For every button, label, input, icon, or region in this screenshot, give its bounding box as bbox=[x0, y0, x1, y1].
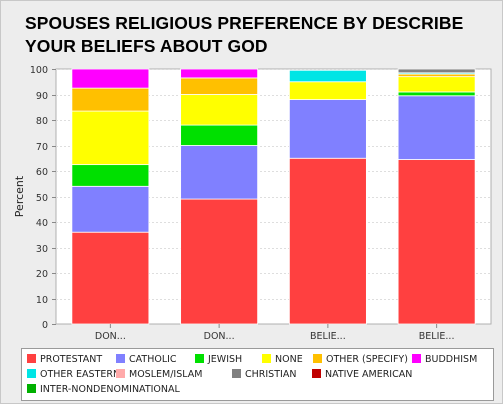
legend-swatch bbox=[313, 354, 322, 363]
legend-item: JEWISH bbox=[195, 353, 242, 367]
legend-swatch bbox=[116, 354, 125, 363]
bar-segment bbox=[71, 110, 150, 166]
legend-item: CATHOLIC bbox=[116, 353, 177, 367]
y-tick-label: 40 bbox=[36, 218, 48, 229]
legend-item: NONE bbox=[262, 353, 303, 367]
bar-segment bbox=[288, 99, 367, 159]
legend-item: NATIVE AMERICAN bbox=[312, 368, 412, 382]
x-tick-label: DON... bbox=[204, 331, 235, 342]
bar-segment bbox=[180, 198, 259, 325]
bar-segment bbox=[71, 231, 150, 325]
y-tick-label: 70 bbox=[36, 142, 48, 153]
bar-segment bbox=[180, 94, 259, 126]
bar-segment bbox=[288, 81, 367, 101]
legend-label: BUDDHISM bbox=[425, 354, 478, 365]
legend-swatch bbox=[262, 354, 271, 363]
legend-swatch bbox=[27, 384, 36, 393]
y-tick-label: 20 bbox=[36, 269, 48, 280]
bar-segment bbox=[288, 157, 367, 325]
legend-item: INTER-NONDENOMINATIONAL bbox=[27, 383, 180, 397]
legend-label: NONE bbox=[275, 354, 303, 365]
y-tick-label: 80 bbox=[36, 116, 48, 127]
bar-segment bbox=[180, 77, 259, 95]
bar-segment bbox=[71, 87, 150, 112]
y-tick-label: 50 bbox=[36, 193, 48, 204]
legend-label: OTHER EASTERN bbox=[40, 369, 121, 380]
legend-swatch bbox=[27, 369, 36, 378]
y-axis-label: Percent bbox=[13, 175, 26, 217]
y-tick-label: 100 bbox=[30, 65, 48, 76]
bar-segment bbox=[288, 69, 367, 83]
legend-label: INTER-NONDENOMINATIONAL bbox=[40, 384, 180, 395]
legend-swatch bbox=[27, 354, 36, 363]
chart-legend: PROTESTANT CATHOLIC JEWISH NONE OTHER (SPECI… bbox=[21, 348, 494, 401]
legend-item: PROTESTANT bbox=[27, 353, 102, 367]
legend-swatch bbox=[412, 354, 421, 363]
legend-label: JEWISH bbox=[208, 354, 243, 365]
bar-segment bbox=[71, 185, 150, 233]
legend-label: NATIVE AMERICAN bbox=[325, 369, 413, 380]
legend-label: MOSLEM/ISLAM bbox=[129, 369, 203, 380]
x-tick-label: BELIE... bbox=[310, 331, 346, 342]
bar-segment bbox=[397, 95, 476, 160]
legend-label: CHRISTIAN bbox=[245, 369, 297, 380]
y-tick-label: 10 bbox=[36, 295, 48, 306]
y-tick-label: 0 bbox=[42, 320, 48, 331]
y-tick-label: 90 bbox=[36, 91, 48, 102]
legend-label: OTHER (SPECIFY) bbox=[326, 354, 408, 365]
bar-segment bbox=[397, 76, 476, 93]
legend-item: CHRISTIAN bbox=[232, 368, 296, 382]
legend-swatch bbox=[116, 369, 125, 378]
bar-segment bbox=[397, 68, 476, 74]
chart-title: SPOUSES RELIGIOUS PREFERENCE BY DESCRIBE… bbox=[25, 13, 464, 56]
y-tick-label: 60 bbox=[36, 167, 48, 178]
legend-item: BUDDHISM bbox=[412, 353, 477, 367]
bar-segment bbox=[71, 68, 150, 89]
legend-swatch bbox=[195, 354, 204, 363]
bar-segment bbox=[180, 145, 259, 200]
bar-segment bbox=[180, 124, 259, 146]
legend-swatch bbox=[232, 369, 241, 378]
legend-item: OTHER (SPECIFY) bbox=[313, 353, 408, 367]
x-tick-label: BELIE... bbox=[419, 331, 455, 342]
bar-segment bbox=[180, 68, 259, 79]
x-tick-label: DON... bbox=[95, 331, 126, 342]
legend-label: CATHOLIC bbox=[129, 354, 177, 365]
bar-segment bbox=[397, 159, 476, 325]
bar-segment bbox=[397, 91, 476, 97]
legend-label: PROTESTANT bbox=[40, 354, 103, 365]
bar-segment bbox=[71, 164, 150, 187]
y-tick-label: 30 bbox=[36, 244, 48, 255]
legend-item: OTHER EASTERN bbox=[27, 368, 120, 382]
legend-swatch bbox=[312, 369, 321, 378]
legend-item: MOSLEM/ISLAM bbox=[116, 368, 202, 382]
